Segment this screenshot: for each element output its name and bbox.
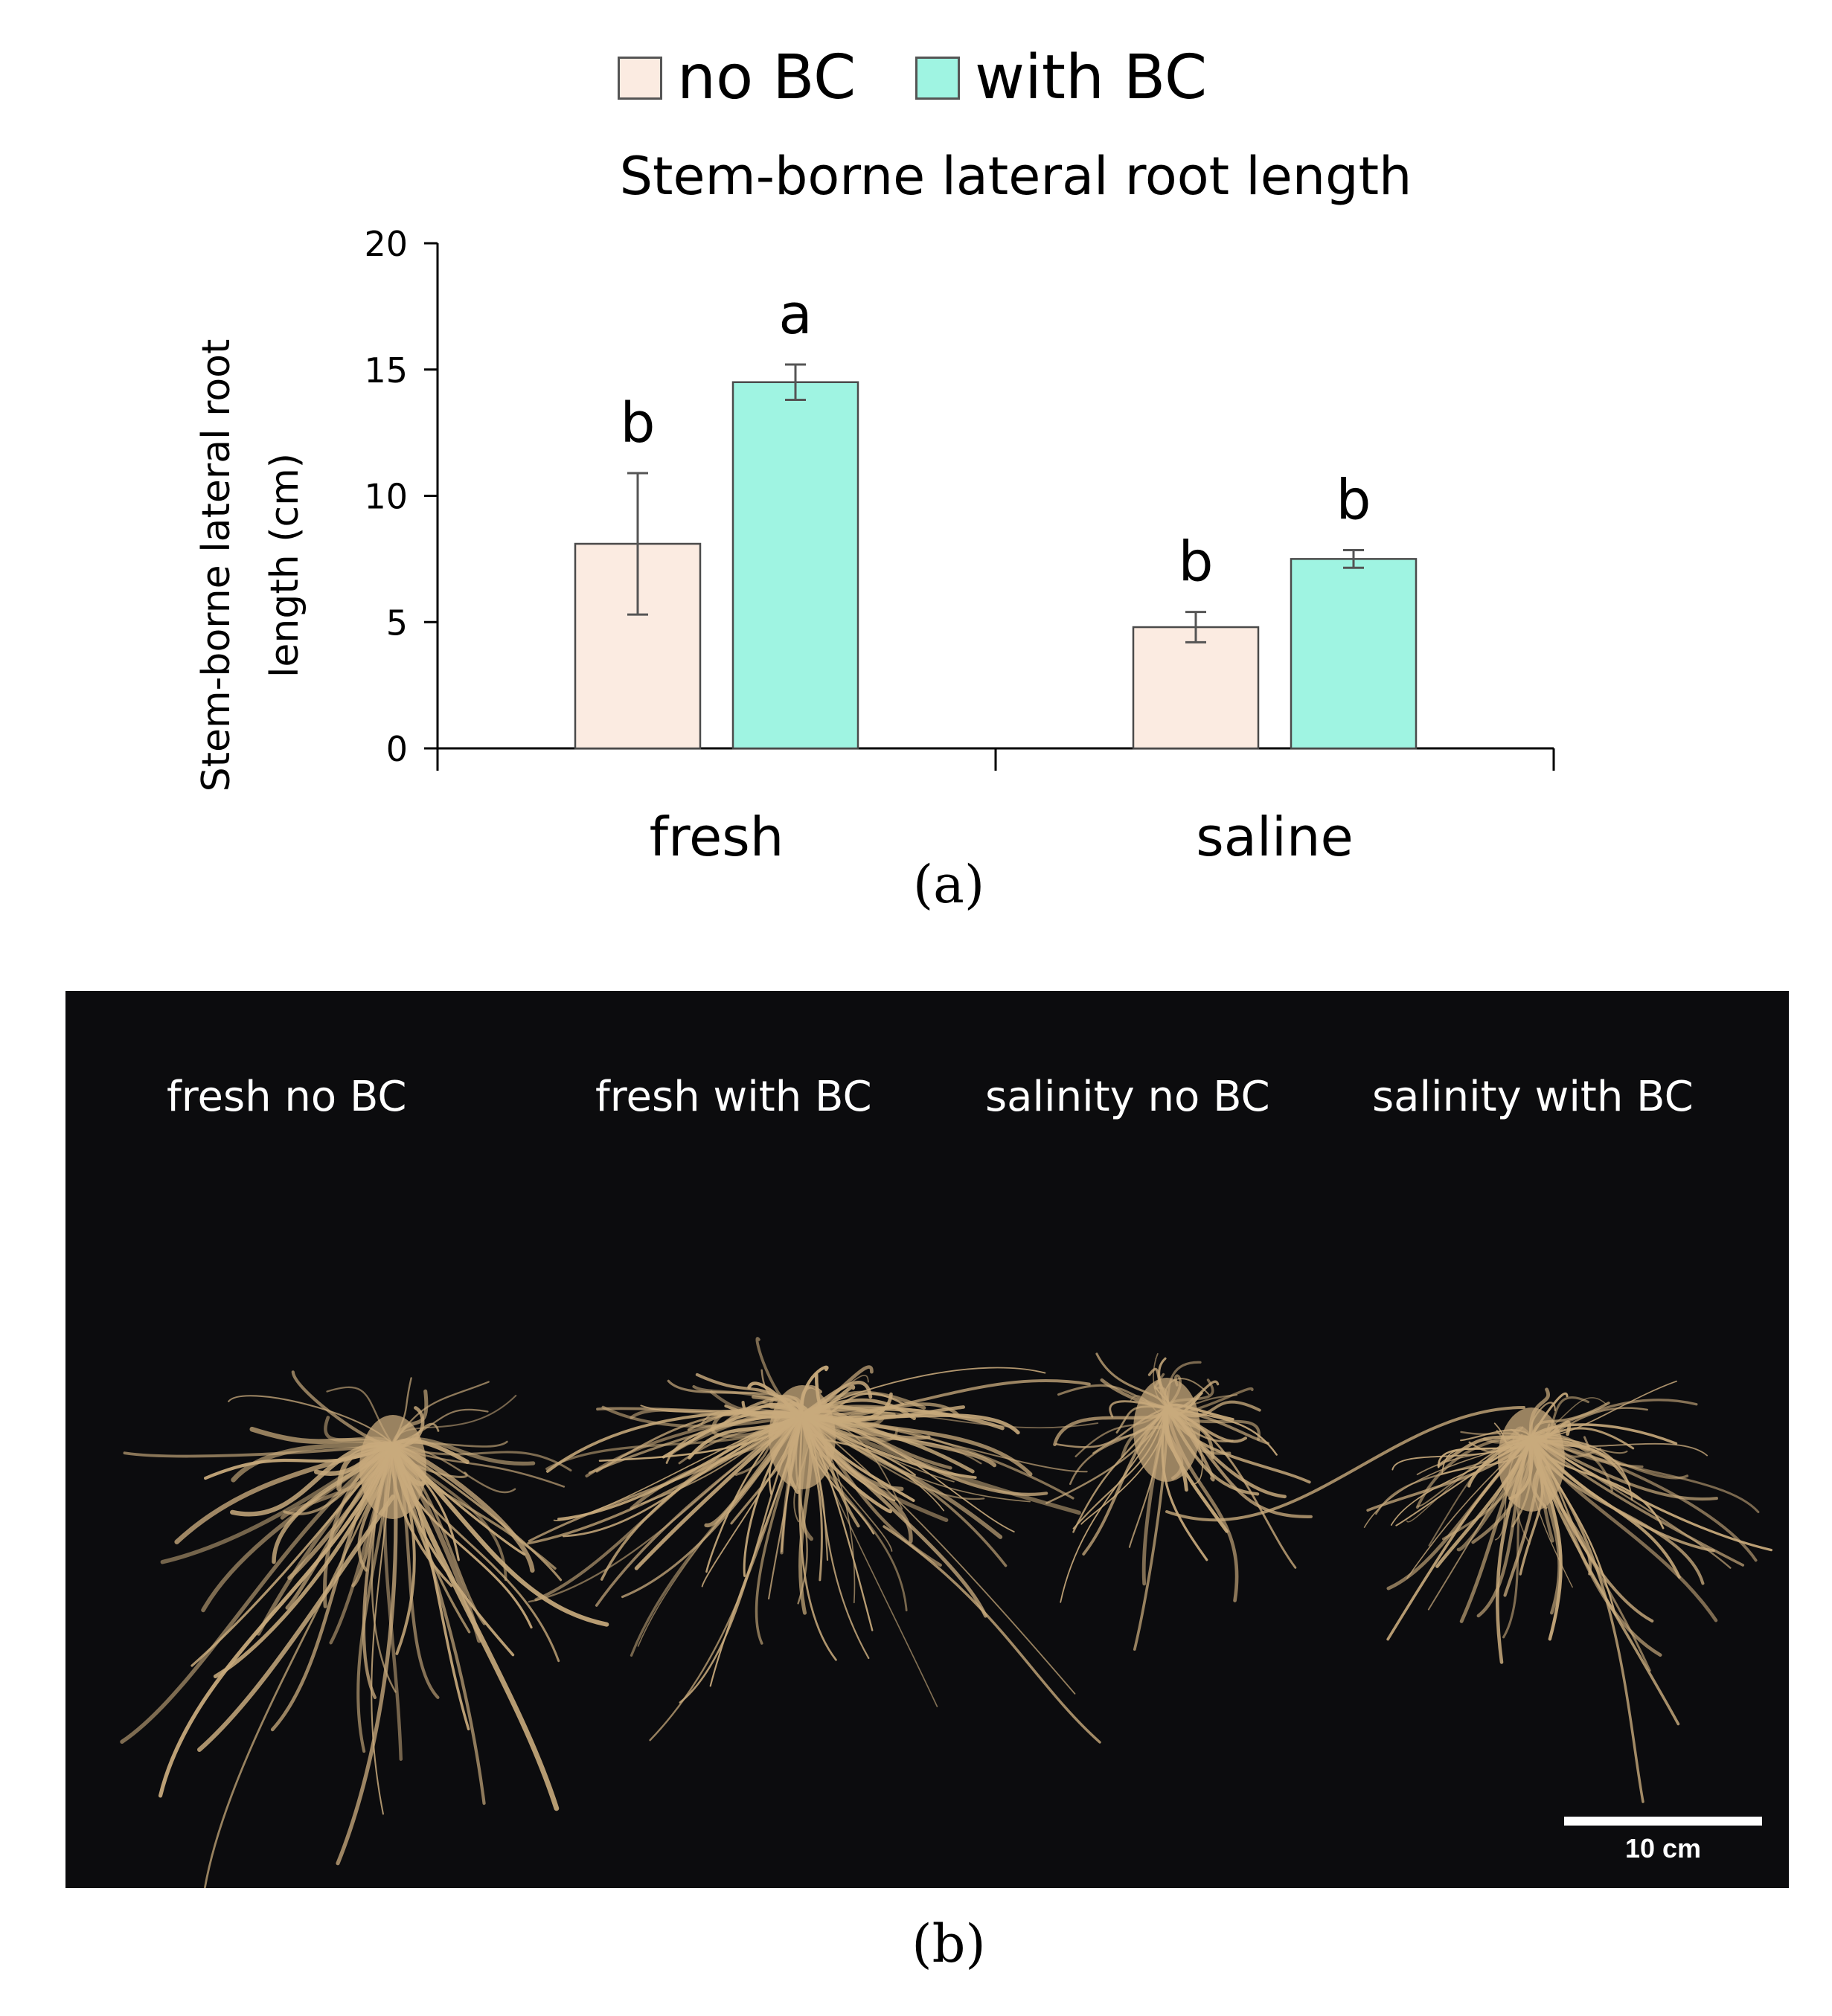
legend-item-with-bc: with BC	[915, 37, 1207, 119]
bar	[1290, 558, 1418, 750]
bar	[731, 381, 859, 750]
photo-caption-salinity-no-bc: salinity no BC	[985, 1073, 1270, 1121]
root-system	[1045, 1352, 1313, 1651]
root-system	[120, 1370, 609, 1888]
y-axis-label: Stem-borne lateral root length (cm)	[194, 339, 307, 792]
y-axis-label-line-1: Stem-borne lateral root	[194, 339, 239, 792]
photo-caption-salinity-with-bc: salinity with BC	[1372, 1073, 1694, 1121]
x-category-label: saline	[1196, 806, 1354, 868]
root-system	[527, 1337, 1099, 1741]
root-strand	[801, 1410, 1099, 1429]
root-strand	[801, 1367, 1046, 1416]
panel-b-label: (b)	[912, 1913, 986, 1974]
root-strand	[120, 1442, 395, 1744]
root-crown	[359, 1415, 426, 1519]
photo-caption-fresh-with-bc: fresh with BC	[595, 1073, 872, 1121]
significance-letter: a	[778, 283, 812, 347]
root-strand	[801, 1414, 1076, 1695]
y-tick-label: 5	[386, 603, 408, 643]
bar	[1132, 626, 1260, 750]
y-tick-label: 0	[386, 729, 408, 769]
y-tick-label: 10	[364, 477, 408, 517]
root-systems-drawing	[120, 1337, 1773, 1888]
root-strand	[158, 1442, 395, 1798]
legend-swatch-no-bc	[618, 57, 662, 100]
significance-letter: b	[1336, 468, 1371, 532]
y-axis-label-line-2: length (cm)	[263, 453, 307, 678]
root-system	[1363, 1380, 1773, 1726]
legend-label-with-bc: with BC	[975, 42, 1208, 113]
chart-title: Stem-borne lateral root length	[619, 146, 1412, 207]
root-strand	[197, 1495, 395, 1752]
scale-bar	[1564, 1817, 1762, 1826]
legend-swatch-with-bc	[915, 57, 960, 100]
x-category-label: fresh	[650, 806, 784, 868]
root-strand	[883, 1525, 1101, 1744]
root-strand	[1545, 1466, 1644, 1803]
significance-letter: b	[621, 391, 656, 455]
root-strand	[203, 1443, 394, 1888]
panel-a-label: (a)	[912, 854, 985, 915]
root-strand	[1165, 1406, 1525, 1522]
root-strand	[562, 1413, 804, 1538]
root-crown	[769, 1385, 836, 1489]
scale-bar-label: 10 cm	[1624, 1833, 1702, 1863]
root-strand	[123, 1443, 394, 1458]
root-strand	[1530, 1436, 1760, 1514]
chart-axes: 0 5 10 15 20 fresh saline	[364, 224, 1555, 868]
root-photo: fresh no BC fresh with BC salinity no BC…	[65, 991, 1789, 1888]
significance-letter: b	[1179, 530, 1214, 594]
legend-label-no-bc: no BC	[677, 42, 856, 113]
chart-bars: b b a b	[574, 283, 1418, 750]
y-tick-label: 20	[364, 224, 408, 264]
chart-legend: no BC with BC	[0, 37, 1832, 119]
root-crown	[1133, 1378, 1200, 1482]
y-tick-label: 15	[364, 350, 408, 391]
photo-caption-fresh-no-bc: fresh no BC	[167, 1073, 407, 1121]
legend-item-no-bc: no BC	[618, 37, 856, 119]
bar-chart: 0 5 10 15 20 fresh saline b b a b Stem-borne late…	[194, 224, 1555, 868]
root-crown	[1498, 1407, 1565, 1512]
